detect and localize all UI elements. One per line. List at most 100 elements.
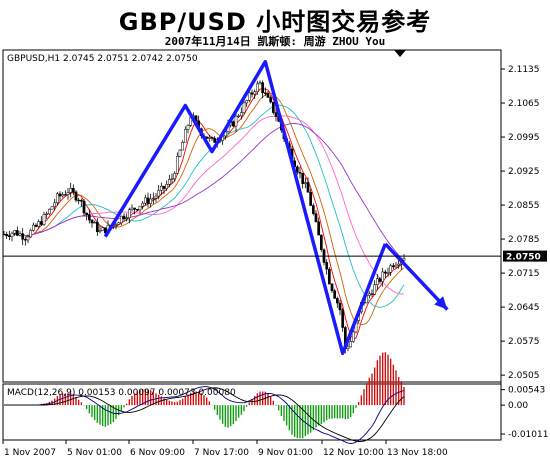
candle-down <box>317 221 321 236</box>
candle-down <box>133 207 137 210</box>
candle-up <box>253 91 257 95</box>
candle-up <box>55 193 59 204</box>
candle-down <box>274 112 278 117</box>
candle-up <box>130 207 134 210</box>
macd-signal-line <box>4 387 405 442</box>
candle-up <box>50 206 54 210</box>
candle-up <box>394 264 398 268</box>
candle-down <box>87 214 91 221</box>
candle-down <box>306 182 310 193</box>
candle-up <box>114 224 118 226</box>
price-tick-label: 2.1135 <box>508 65 540 75</box>
candle-down <box>95 222 99 233</box>
candle-down <box>23 239 27 241</box>
candle-down <box>263 92 267 94</box>
candle-down <box>330 283 334 292</box>
candle-up <box>125 217 129 220</box>
candle-up <box>258 82 262 85</box>
candle-down <box>122 215 126 220</box>
candle-up <box>351 331 355 342</box>
candle-up <box>375 278 379 285</box>
price-tick-label: 2.0575 <box>508 337 540 347</box>
candle-down <box>213 138 217 143</box>
candle-up <box>13 230 17 234</box>
candle-down <box>295 166 299 173</box>
moving-average-line <box>3 92 405 325</box>
candle-down <box>383 271 387 274</box>
candle-down <box>319 234 323 251</box>
current-price-box <box>503 250 547 262</box>
candle-down <box>21 233 25 240</box>
candle-up <box>181 142 185 151</box>
macd-tick-label: 0.00543 <box>508 386 545 396</box>
candle-up <box>143 197 147 204</box>
price-tick-label: 2.0715 <box>508 269 540 279</box>
candle-down <box>15 230 19 236</box>
candle-down <box>301 172 305 184</box>
candle-up <box>42 214 46 225</box>
candle-up <box>247 92 251 101</box>
macd-tick-label: 0.00 <box>508 401 528 411</box>
forecast-arrow-head <box>434 296 448 310</box>
candle-down <box>269 97 273 103</box>
candle-down <box>2 233 6 236</box>
candle-up <box>61 194 65 197</box>
candle-up <box>367 293 371 296</box>
candle-up <box>186 125 190 130</box>
moving-average-line <box>3 123 405 261</box>
candle-down <box>39 221 43 225</box>
candle-up <box>303 182 307 184</box>
candle-down <box>58 193 62 197</box>
candle-up <box>167 179 171 185</box>
candle-down <box>71 187 75 193</box>
candle-down <box>271 101 275 113</box>
candle-up <box>119 215 123 224</box>
candle-down <box>231 121 235 127</box>
x-tick-label: 6 Nov 09:00 <box>130 448 185 458</box>
x-tick-label: 5 Nov 01:00 <box>67 448 122 458</box>
candle-up <box>165 184 169 189</box>
candle-down <box>309 192 313 206</box>
candle-down <box>298 171 302 174</box>
candle-down <box>266 93 270 98</box>
candle-down <box>327 268 331 285</box>
candle-up <box>242 102 246 113</box>
price-tick-label: 2.0855 <box>508 201 540 211</box>
candle-down <box>261 82 265 94</box>
chart-subtitle: 2007年11月14日 凯斯顿: 周游 ZHOU You <box>164 35 386 48</box>
candle-up <box>98 230 102 233</box>
candle-up <box>10 232 14 237</box>
candle-down <box>90 219 94 224</box>
candle-down <box>135 209 139 211</box>
candle-up <box>37 221 41 227</box>
x-tick-label: 12 Nov 10:00 <box>323 448 384 458</box>
price-tick-label: 2.0505 <box>508 371 540 381</box>
candle-up <box>154 195 158 199</box>
chart-title: GBP/USD 小时图交易参考 <box>118 8 432 36</box>
price-tick-label: 2.0645 <box>508 303 540 313</box>
candle-up <box>69 187 73 193</box>
x-tick-label: 1 Nov 2007 <box>4 448 56 458</box>
candle-down <box>146 197 150 204</box>
candle-up <box>138 205 142 211</box>
candle-down <box>311 205 315 214</box>
candle-down <box>333 290 337 299</box>
candle-down <box>335 298 339 304</box>
candle-up <box>402 258 406 261</box>
candle-down <box>7 235 11 237</box>
candle-down <box>370 293 374 295</box>
candle-up <box>175 155 179 174</box>
current-price-label: 2.0750 <box>506 253 541 263</box>
candle-down <box>210 137 214 139</box>
candle-up <box>93 222 97 224</box>
candle-down <box>325 262 329 270</box>
candle-up <box>53 202 57 207</box>
shift-marker-icon <box>394 50 406 57</box>
candle-up <box>157 190 161 197</box>
price-tick-label: 2.0925 <box>508 167 540 177</box>
candle-down <box>250 92 254 95</box>
candle-up <box>159 185 163 191</box>
candle-down <box>63 194 67 196</box>
macd-tick-label: -0.01011 <box>508 430 548 440</box>
candle-down <box>82 200 86 214</box>
